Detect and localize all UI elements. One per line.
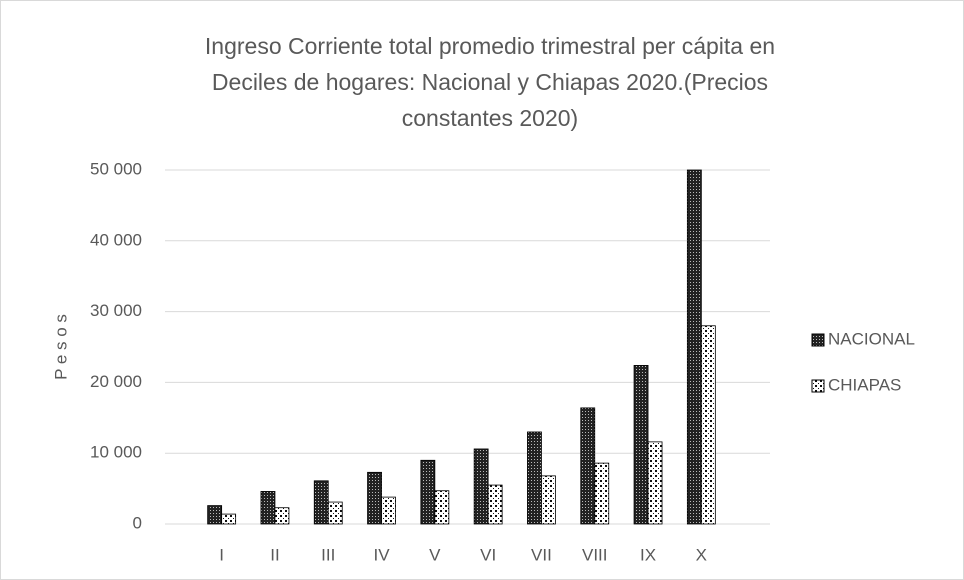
legend-swatch xyxy=(811,379,825,393)
x-tick-label: IX xyxy=(640,545,656,564)
chart-title: constantes 2020) xyxy=(402,105,578,131)
bar xyxy=(420,459,436,525)
y-tick-label: 0 xyxy=(133,513,142,532)
bar xyxy=(207,505,223,525)
y-axis-label: P e s o s xyxy=(51,314,70,380)
x-tick-label: II xyxy=(270,545,279,564)
legend-label: CHIAPAS xyxy=(828,375,901,394)
bar xyxy=(274,507,290,525)
legend-label: NACIONAL xyxy=(828,329,915,348)
legend-swatch xyxy=(811,333,825,347)
y-tick-label: 50 000 xyxy=(90,159,142,178)
x-tick-label: VIII xyxy=(582,545,608,564)
bar xyxy=(527,431,542,525)
bar xyxy=(633,365,649,525)
bar xyxy=(327,501,343,525)
bar xyxy=(541,475,556,525)
bar xyxy=(487,484,503,525)
x-tick-label: X xyxy=(696,545,707,564)
x-tick-label: IV xyxy=(374,545,391,564)
bar xyxy=(686,169,702,525)
x-tick-label: I xyxy=(219,545,224,564)
bar xyxy=(434,490,450,525)
bar xyxy=(700,325,716,525)
bar xyxy=(580,407,596,525)
x-tick-label: V xyxy=(429,545,441,564)
bar xyxy=(313,480,329,525)
bar xyxy=(367,471,382,525)
bar xyxy=(381,496,396,525)
bar xyxy=(594,462,610,525)
y-tick-label: 40 000 xyxy=(90,230,142,249)
y-tick-label: 20 000 xyxy=(90,372,142,391)
x-tick-label: VII xyxy=(531,545,552,564)
bar xyxy=(260,491,276,525)
x-tick-label: III xyxy=(321,545,335,564)
bar xyxy=(647,441,663,525)
y-tick-label: 10 000 xyxy=(90,443,142,462)
bar xyxy=(221,513,237,525)
chart-title: Deciles de hogares: Nacional y Chiapas 2… xyxy=(212,69,768,95)
chart-title: Ingreso Corriente total promedio trimest… xyxy=(205,33,775,59)
bar xyxy=(473,448,489,525)
x-tick-label: VI xyxy=(480,545,496,564)
y-tick-label: 30 000 xyxy=(90,301,142,320)
